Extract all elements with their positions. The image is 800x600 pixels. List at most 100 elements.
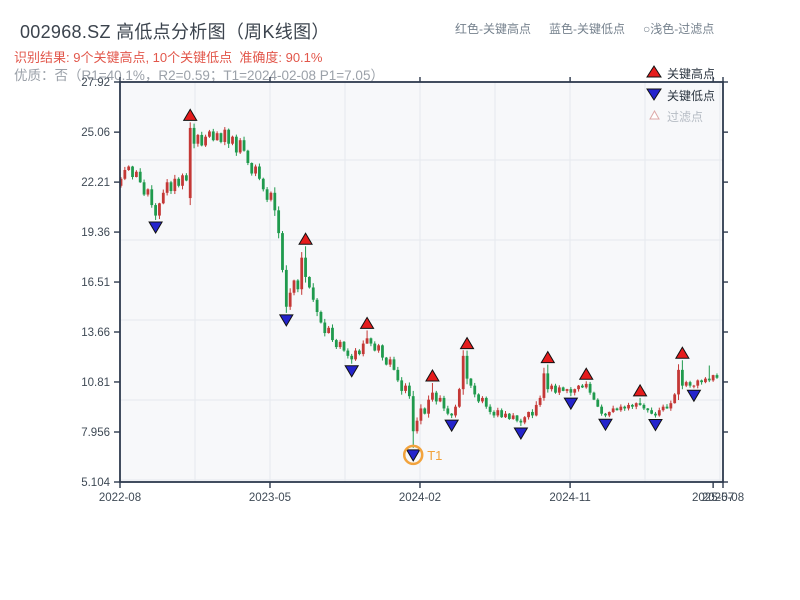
legend-label-filtered: 过滤点 [667, 110, 703, 124]
candle [630, 404, 634, 407]
color-key-high-note: 红色-关键高点 [455, 22, 531, 36]
candle [384, 357, 388, 365]
candle [250, 162, 254, 174]
key-high-marker [632, 383, 648, 397]
x-tick-label: 2025-08 [702, 492, 744, 504]
candle [415, 420, 419, 432]
candle [404, 385, 407, 391]
x-tick-label: 2022-08 [99, 492, 141, 504]
candle [588, 383, 592, 393]
candle [238, 140, 242, 153]
t1-label: T1 [427, 448, 442, 463]
candle [342, 341, 346, 351]
candle [357, 350, 361, 355]
candle [692, 385, 696, 387]
candle [700, 380, 703, 383]
candles-layer [119, 122, 719, 448]
candle [488, 406, 492, 412]
candle [492, 411, 496, 416]
candle [211, 131, 215, 141]
candle [511, 415, 515, 419]
candle [254, 166, 257, 174]
candle [577, 385, 580, 390]
candle [177, 178, 181, 186]
candle [334, 340, 338, 348]
legend-item-key-high: 关键高点 [646, 65, 715, 81]
candle [538, 397, 542, 405]
y-tick-label: 13.66 [81, 327, 110, 339]
candle [673, 394, 677, 404]
key-high-marker [540, 350, 556, 364]
candle [661, 406, 665, 411]
candle [281, 233, 284, 270]
candle [481, 397, 484, 402]
key-low-marker [598, 418, 613, 432]
candle [273, 192, 277, 211]
x-tick-label: 2024-02 [399, 492, 441, 504]
candle [296, 280, 300, 290]
candle [607, 411, 611, 416]
candle [258, 166, 261, 179]
legend-label-key-low: 关键低点 [667, 89, 715, 103]
candle [496, 410, 500, 416]
key-high-marker [425, 369, 440, 382]
candle [323, 322, 327, 334]
candle [192, 127, 196, 144]
x-tick-label: 2024-11 [549, 492, 590, 504]
key-low-marker [648, 419, 663, 432]
candle [265, 189, 269, 200]
candle [411, 396, 415, 432]
candle [461, 355, 465, 390]
candle [346, 350, 350, 356]
candle [181, 175, 184, 186]
candle [154, 205, 158, 216]
candle [196, 134, 200, 144]
legend-item-key-low: 关键低点 [646, 88, 715, 103]
candle [331, 327, 334, 341]
filtered-triangle-icon [649, 109, 660, 120]
candle [200, 134, 204, 146]
grid-layer [120, 82, 723, 482]
candle [396, 369, 400, 381]
candle [665, 406, 669, 409]
candle [311, 287, 315, 300]
candle [557, 387, 561, 393]
candle [534, 404, 538, 416]
candle [150, 189, 154, 206]
candle [146, 189, 150, 195]
candle [169, 182, 173, 192]
key-high-marker [459, 336, 475, 350]
candle [208, 131, 211, 137]
key-low-marker [148, 221, 163, 234]
quality-stats-line: 优质：否（R1=40.1%，R2=0.59；T1=2024-02-08 P1=7… [14, 68, 384, 83]
key-low-markers [148, 221, 702, 462]
candle [119, 178, 123, 186]
candle [184, 175, 188, 181]
candle [277, 210, 281, 234]
candle [134, 171, 138, 178]
candle [669, 403, 673, 409]
candle [365, 338, 369, 344]
candle [546, 373, 550, 390]
candle [327, 327, 331, 334]
candle [304, 257, 307, 277]
candle [388, 359, 392, 365]
key-low-marker [344, 365, 360, 378]
candle [269, 192, 273, 200]
y-tick-label: 27.92 [81, 77, 110, 89]
candle [646, 408, 650, 411]
candle [438, 397, 442, 402]
candle [584, 383, 588, 388]
candle [688, 382, 692, 386]
candle [531, 411, 534, 416]
candle [319, 312, 323, 323]
candle [515, 415, 519, 421]
y-tick-label: 7.956 [81, 427, 110, 439]
candle [657, 410, 661, 416]
candle [381, 345, 384, 358]
axis-layer: 27.92 25.06 22.21 19.36 16.51 13.66 10.81 7.956… [81, 77, 744, 504]
key-low-marker [444, 419, 460, 433]
candle [611, 408, 615, 412]
